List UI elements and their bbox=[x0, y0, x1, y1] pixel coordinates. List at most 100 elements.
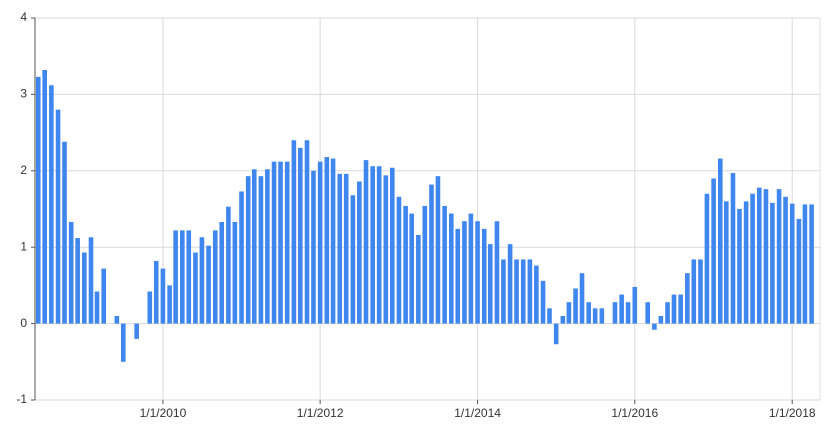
bar bbox=[363, 160, 369, 324]
bar bbox=[540, 280, 546, 324]
bar bbox=[101, 268, 107, 324]
bar bbox=[475, 221, 480, 324]
bar bbox=[284, 161, 290, 324]
bar bbox=[324, 157, 330, 324]
bar bbox=[796, 218, 802, 324]
bar bbox=[42, 69, 47, 324]
bar bbox=[212, 230, 218, 324]
bar bbox=[612, 302, 618, 324]
y-tick-label: 2 bbox=[20, 163, 27, 177]
bar bbox=[534, 265, 539, 324]
bar bbox=[717, 158, 723, 324]
bar bbox=[180, 230, 185, 324]
bar bbox=[658, 315, 664, 324]
y-tick-label: 3 bbox=[20, 87, 27, 101]
bar bbox=[167, 285, 172, 324]
bar bbox=[114, 315, 120, 324]
bar bbox=[678, 294, 683, 324]
bar bbox=[258, 176, 264, 324]
bar bbox=[527, 259, 533, 324]
bar bbox=[809, 204, 814, 324]
bar bbox=[802, 204, 808, 324]
bar bbox=[560, 315, 566, 324]
bar bbox=[88, 237, 94, 324]
bar bbox=[311, 170, 316, 324]
bar bbox=[462, 221, 467, 324]
bar bbox=[599, 308, 605, 324]
bar bbox=[186, 230, 192, 324]
bar bbox=[789, 203, 795, 324]
bar bbox=[645, 302, 651, 324]
bar bbox=[442, 205, 447, 324]
bar bbox=[55, 109, 61, 324]
bar bbox=[304, 140, 310, 324]
bar bbox=[291, 140, 297, 324]
bar bbox=[232, 221, 238, 324]
bar bbox=[68, 221, 74, 324]
bar bbox=[226, 206, 231, 324]
bar bbox=[35, 76, 41, 324]
bar bbox=[403, 205, 408, 324]
bar bbox=[586, 302, 591, 324]
bar bbox=[632, 286, 638, 324]
bar bbox=[494, 221, 500, 324]
plot-frame bbox=[34, 17, 821, 401]
bar bbox=[743, 201, 749, 324]
bar bbox=[389, 167, 395, 324]
bar bbox=[219, 221, 225, 324]
bar bbox=[173, 230, 178, 324]
bar bbox=[566, 302, 572, 324]
x-tick-label: 1/1/2018 bbox=[769, 406, 816, 420]
bar bbox=[553, 323, 559, 345]
bar bbox=[134, 323, 139, 339]
bar bbox=[514, 259, 519, 324]
bar bbox=[429, 184, 434, 324]
x-tick-label: 1/1/2014 bbox=[454, 406, 501, 420]
bar bbox=[652, 323, 657, 330]
bar bbox=[422, 205, 428, 324]
bar bbox=[330, 158, 336, 324]
bar bbox=[724, 201, 729, 324]
bar bbox=[763, 189, 769, 324]
bar bbox=[245, 176, 251, 324]
bar bbox=[278, 161, 283, 324]
bar bbox=[730, 173, 736, 324]
y-tick-label: 1 bbox=[20, 239, 27, 253]
bar bbox=[350, 195, 356, 324]
bar bbox=[82, 252, 87, 324]
bar bbox=[317, 161, 323, 324]
bar bbox=[619, 294, 624, 324]
bar bbox=[370, 166, 375, 324]
bar bbox=[573, 288, 578, 324]
bar bbox=[665, 302, 670, 324]
bar bbox=[239, 191, 244, 324]
bar bbox=[160, 268, 166, 324]
bar bbox=[507, 244, 513, 324]
bar bbox=[251, 169, 257, 324]
bar bbox=[343, 173, 349, 324]
bar bbox=[520, 259, 526, 324]
bar bbox=[49, 85, 54, 324]
bar bbox=[120, 323, 126, 362]
bar bbox=[501, 259, 506, 324]
bar bbox=[199, 237, 205, 324]
bar bbox=[193, 252, 198, 324]
x-tick-label: 1/1/2012 bbox=[297, 406, 344, 420]
bar bbox=[756, 187, 762, 324]
y-tick-label: 0 bbox=[20, 316, 27, 330]
bar bbox=[671, 294, 677, 324]
bar bbox=[698, 259, 703, 324]
x-tick-label: 1/1/2016 bbox=[611, 406, 658, 420]
bar bbox=[481, 228, 487, 324]
bar bbox=[579, 273, 585, 324]
bar bbox=[625, 302, 631, 324]
bar bbox=[487, 244, 493, 324]
bar bbox=[711, 178, 716, 324]
bar bbox=[592, 308, 598, 324]
bar bbox=[455, 228, 461, 324]
bar bbox=[737, 209, 742, 324]
bar bbox=[783, 196, 788, 324]
x-tick-label: 1/1/2010 bbox=[140, 406, 187, 420]
bar bbox=[298, 147, 303, 324]
